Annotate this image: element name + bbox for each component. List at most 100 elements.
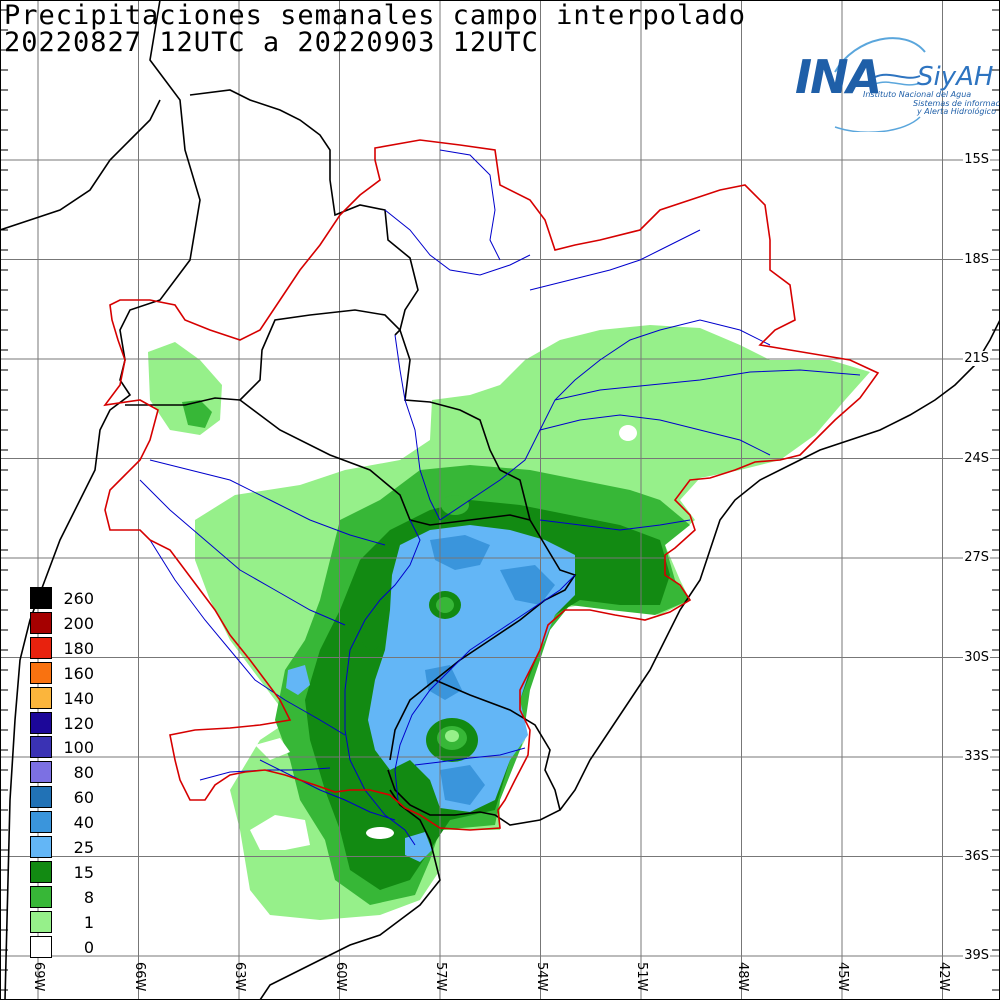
legend-value: 160 — [63, 663, 94, 683]
latitude-label: 39S — [963, 948, 990, 963]
precip-zone-40mm-a — [430, 535, 490, 570]
river-tiete — [539, 414, 771, 456]
latitude-label: 33S — [963, 749, 990, 764]
legend-value: 40 — [73, 813, 94, 833]
legend-item: 1 — [30, 909, 100, 933]
precip-gap-south-center — [366, 827, 394, 839]
legend-value: 260 — [63, 589, 94, 608]
longitude-label: 63W — [232, 962, 247, 992]
precip-island-15mm-c — [360, 610, 384, 650]
border-argentina-brazil — [389, 519, 577, 761]
legend-item: 100 — [30, 734, 100, 759]
river-paraguay — [394, 334, 441, 521]
legend-swatch — [30, 661, 52, 684]
river-salado-bsas — [259, 759, 396, 821]
legend-value: 15 — [73, 862, 94, 882]
border-argentina-paraguay — [239, 399, 531, 526]
longitude-label: 54W — [533, 962, 549, 992]
precip-gap-south — [250, 815, 310, 850]
longitude-label: 69W — [31, 962, 46, 992]
border-brazil-paraguay — [499, 469, 531, 521]
longitude-label: 45W — [835, 962, 850, 992]
longitude-label: 66W — [131, 962, 147, 992]
legend-value: 200 — [63, 613, 94, 633]
precip-island-8mm-c — [441, 495, 469, 515]
legend-value: 80 — [73, 763, 94, 783]
border-uruguay — [387, 679, 561, 826]
coast-argentina-rio-plata — [259, 789, 441, 1000]
logo-siyah-text: SiyAH — [917, 62, 994, 92]
legend-value: 120 — [63, 713, 94, 733]
river-paranaiba — [529, 229, 701, 291]
longitude-label: 42W — [935, 962, 951, 992]
river-pilcomayo — [149, 459, 386, 546]
legend-value: 8 — [83, 887, 94, 907]
legend-swatch — [30, 910, 52, 933]
latitude-label: 27S — [963, 550, 990, 565]
legend-item: 80 — [30, 759, 100, 784]
river-pantanal — [439, 149, 501, 261]
logo-subtitle-1: Instituto Nacional del Agua — [863, 90, 972, 99]
precip-zone-8mm-north — [182, 400, 212, 428]
logo-ina-text: INA — [795, 50, 882, 104]
legend-swatch — [30, 587, 52, 609]
legend-value: 60 — [73, 788, 94, 808]
border-bolivia-north — [189, 89, 419, 336]
logo-subtitle-2: Sistemas de información — [913, 99, 1000, 108]
river-grande — [554, 369, 861, 401]
latitude-label: 30S — [963, 649, 990, 665]
precip-island-8mm-b — [436, 597, 454, 613]
border-peru — [0, 99, 161, 231]
precipitation-field — [148, 325, 870, 920]
legend-swatch — [30, 836, 52, 858]
legend-swatch — [30, 885, 52, 908]
legend-value: 0 — [83, 937, 94, 957]
legend-item: 15 — [30, 859, 100, 883]
la-plata-basin-outline — [103, 139, 880, 831]
legend-item: 25 — [30, 834, 100, 858]
precip-zone-40mm-c — [440, 765, 485, 805]
longitude-label: 48W — [734, 962, 750, 992]
legend-value: 1 — [83, 912, 94, 932]
legend-value: 180 — [63, 638, 94, 658]
river-cuiaba — [384, 209, 531, 276]
legend-swatch — [30, 686, 52, 709]
coast-brazil — [559, 319, 1000, 811]
longitude-label: 51W — [634, 962, 649, 992]
legend-item: 120 — [30, 710, 100, 734]
legend-swatch — [30, 711, 52, 734]
legend-value: 100 — [63, 738, 94, 758]
legend-item: 60 — [30, 784, 100, 809]
precip-island-1mm-a — [445, 730, 459, 742]
legend-item: 180 — [30, 635, 100, 659]
legend-swatch — [30, 811, 52, 834]
precip-zone-40mm-b — [500, 565, 555, 605]
river-bermejo — [139, 479, 346, 626]
legend-item: 160 — [30, 660, 100, 684]
legend-value: 140 — [63, 688, 94, 708]
precip-gap-east — [619, 425, 637, 441]
longitude-label: 57W — [433, 962, 448, 992]
latitude-label: 18S — [963, 251, 990, 267]
river-iguazu — [539, 519, 691, 531]
legend-item: 8 — [30, 884, 100, 908]
legend-swatch — [30, 611, 52, 634]
ina-siyah-logo: INA SiyAH Instituto Nacional del Agua Si… — [795, 32, 1000, 132]
legend-item: 260 — [30, 585, 100, 609]
river-salado — [149, 539, 346, 736]
latitude-label: 36S — [963, 848, 990, 864]
precip-zone-1mm-north — [148, 342, 222, 435]
river-uruguay — [394, 574, 576, 801]
precip-zone-25mm-west — [286, 665, 310, 695]
legend-item: 200 — [30, 610, 100, 634]
border-bolivia-paraguay — [239, 309, 501, 471]
legend-swatch — [30, 860, 52, 883]
logo-subtitle-3: y Alerta Hidrológico — [917, 107, 996, 116]
rivers — [139, 149, 861, 846]
legend-swatch — [30, 636, 52, 659]
precip-gap-southwest — [255, 738, 290, 760]
border-bolivia-chile — [44, 0, 201, 581]
